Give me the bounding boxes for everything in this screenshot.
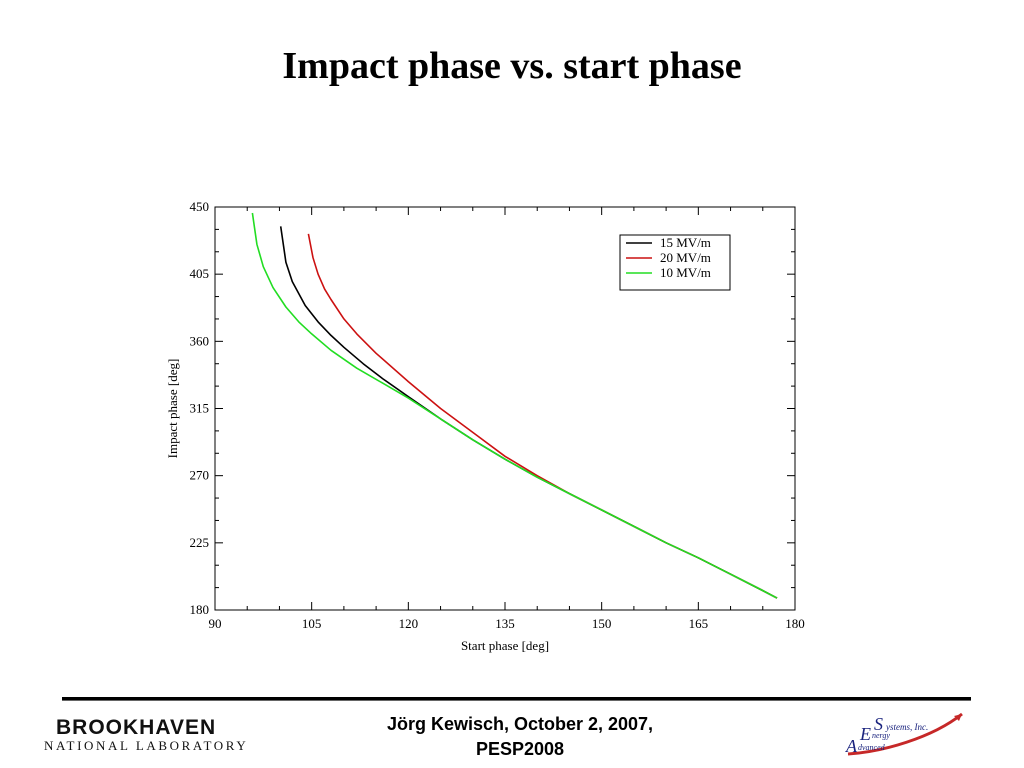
y-tick-label: 270	[190, 468, 210, 483]
y-tick-label: 450	[190, 199, 210, 214]
footer-author-date: Jörg Kewisch, October 2, 2007,	[386, 714, 654, 734]
brookhaven-logo: BROOKHAVEN NATIONAL LABORATORY	[44, 716, 274, 756]
chart-svg: 90 105 120 135 150 165 180 180 225 270 315 360 405 45…	[165, 199, 805, 653]
brookhaven-logo-wordmark: BROOKHAVEN	[56, 716, 217, 739]
aes-logo-advanced: dvanced	[858, 743, 886, 752]
advanced-energy-systems-logo: S ystems, Inc. E nergy A dvanced	[842, 708, 972, 760]
x-tick-label: 120	[399, 616, 419, 631]
legend-label: 15 MV/m	[660, 235, 711, 250]
footer-divider-thin	[62, 700, 971, 701]
footer-citation: Jörg Kewisch, October 2, 2007, PESP2008	[330, 712, 710, 762]
y-tick-label: 180	[190, 602, 210, 617]
x-tick-label: 165	[689, 616, 709, 631]
x-tick-label: 105	[302, 616, 322, 631]
y-tick-label: 405	[190, 266, 210, 281]
legend-box	[619, 234, 731, 291]
y-tick-label: 360	[190, 333, 210, 348]
aes-logo-a-letter: A	[845, 736, 858, 756]
footer-conference: PESP2008	[475, 739, 565, 759]
footer-divider	[62, 697, 971, 700]
aes-logo-s-letter: S	[874, 714, 883, 734]
y-axis-label: Impact phase [deg]	[165, 359, 180, 459]
aes-logo-systems: ystems, Inc.	[885, 722, 928, 732]
aes-logo-e-letter: E	[859, 724, 871, 744]
y-tick-label: 315	[190, 401, 210, 416]
aes-logo-arrow	[954, 714, 962, 721]
aes-logo-swoosh	[847, 712, 963, 756]
series-line-10-mv-m	[251, 212, 778, 599]
brookhaven-logo-subtitle: NATIONAL LABORATORY	[44, 738, 249, 753]
impact-phase-chart: 90 105 120 135 150 165 180 180 225 270 315 360 405 45…	[160, 195, 820, 665]
y-tick-label: 225	[190, 535, 210, 550]
aes-logo-energy: nergy	[872, 731, 890, 740]
x-tick-label: 180	[785, 616, 805, 631]
legend-label: 20 MV/m	[660, 250, 711, 265]
x-tick-label: 90	[209, 616, 222, 631]
x-axis-label: Start phase [deg]	[461, 638, 549, 653]
slide-title: Impact phase vs. start phase	[282, 45, 742, 87]
legend-label: 10 MV/m	[660, 265, 711, 280]
aes-logo-graphic: S ystems, Inc. E nergy A dvanced	[845, 712, 963, 756]
x-tick-label: 135	[495, 616, 515, 631]
x-tick-label: 150	[592, 616, 612, 631]
